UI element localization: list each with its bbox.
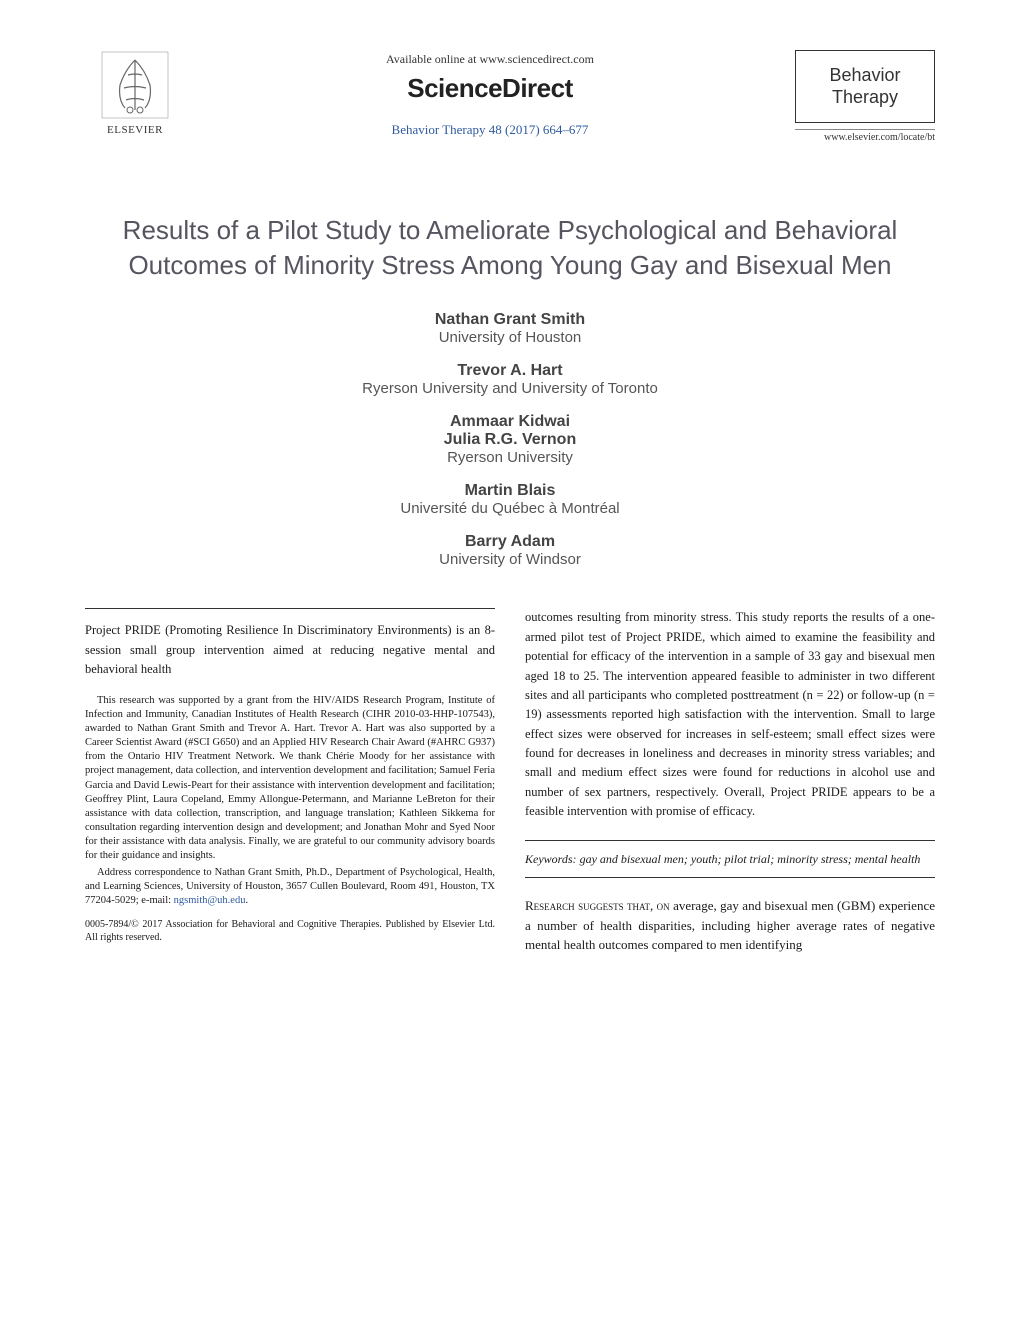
author-block: Trevor A. Hart Ryerson University and Un… [85,362,935,397]
keywords-text: gay and bisexual men; youth; pilot trial… [577,852,921,866]
journal-cover-block: Behavior Therapy www.elsevier.com/locate… [795,50,935,143]
author-name: Barry Adam [85,533,935,551]
author-block: Barry Adam University of Windsor [85,533,935,568]
keywords-block: Keywords: gay and bisexual men; youth; p… [525,840,935,879]
elsevier-tree-icon [100,50,170,120]
header-center: Available online at www.sciencedirect.co… [185,50,795,138]
copyright-notice: 0005-7894/© 2017 Association for Behavio… [85,918,495,944]
journal-title-box: Behavior Therapy [795,50,935,123]
journal-title-line2: Therapy [802,87,928,109]
footnote-block: This research was supported by a grant f… [85,694,495,909]
funding-acknowledgment: This research was supported by a grant f… [85,694,495,864]
author-affiliation: Université du Québec à Montréal [85,500,935,517]
correspondence-address: Address correspondence to Nathan Grant S… [85,866,495,909]
author-block: Ammaar Kidwai Julia R.G. Vernon Ryerson … [85,413,935,466]
correspondence-text: Address correspondence to Nathan Grant S… [85,867,495,906]
intro-paragraph: Research suggests that, on average, gay … [525,896,935,955]
journal-reference-link[interactable]: Behavior Therapy 48 (2017) 664–677 [185,122,795,138]
author-affiliation: University of Windsor [85,551,935,568]
author-name: Ammaar Kidwai [85,413,935,431]
publisher-logo-block: ELSEVIER [85,50,185,136]
author-affiliation: Ryerson University and University of Tor… [85,380,935,397]
abstract-left-text: Project PRIDE (Promoting Resilience In D… [85,621,495,679]
journal-title-line1: Behavior [802,65,928,87]
left-column: Project PRIDE (Promoting Resilience In D… [85,608,495,954]
abstract-right-text: outcomes resulting from minority stress.… [525,608,935,821]
body-columns: Project PRIDE (Promoting Resilience In D… [85,608,935,954]
abstract-divider [85,608,495,609]
author-affiliation: Ryerson University [85,449,935,466]
article-title: Results of a Pilot Study to Ameliorate P… [85,213,935,283]
available-online-text: Available online at www.sciencedirect.co… [185,52,795,67]
keywords-label: Keywords: [525,852,577,866]
correspondence-email-link[interactable]: ngsmith@uh.edu [174,895,246,906]
page-header: ELSEVIER Available online at www.science… [85,50,935,143]
author-block: Nathan Grant Smith University of Houston [85,311,935,346]
publisher-label: ELSEVIER [85,124,185,136]
authors-list: Nathan Grant Smith University of Houston… [85,311,935,568]
intro-lead-smallcaps: Research suggests that, on [525,898,670,913]
journal-url-link[interactable]: www.elsevier.com/locate/bt [795,129,935,143]
author-name: Julia R.G. Vernon [85,431,935,449]
right-column: outcomes resulting from minority stress.… [525,608,935,954]
author-name: Trevor A. Hart [85,362,935,380]
sciencedirect-wordmark: ScienceDirect [185,73,795,104]
author-affiliation: University of Houston [85,329,935,346]
author-block: Martin Blais Université du Québec à Mont… [85,482,935,517]
author-name: Nathan Grant Smith [85,311,935,329]
author-name: Martin Blais [85,482,935,500]
